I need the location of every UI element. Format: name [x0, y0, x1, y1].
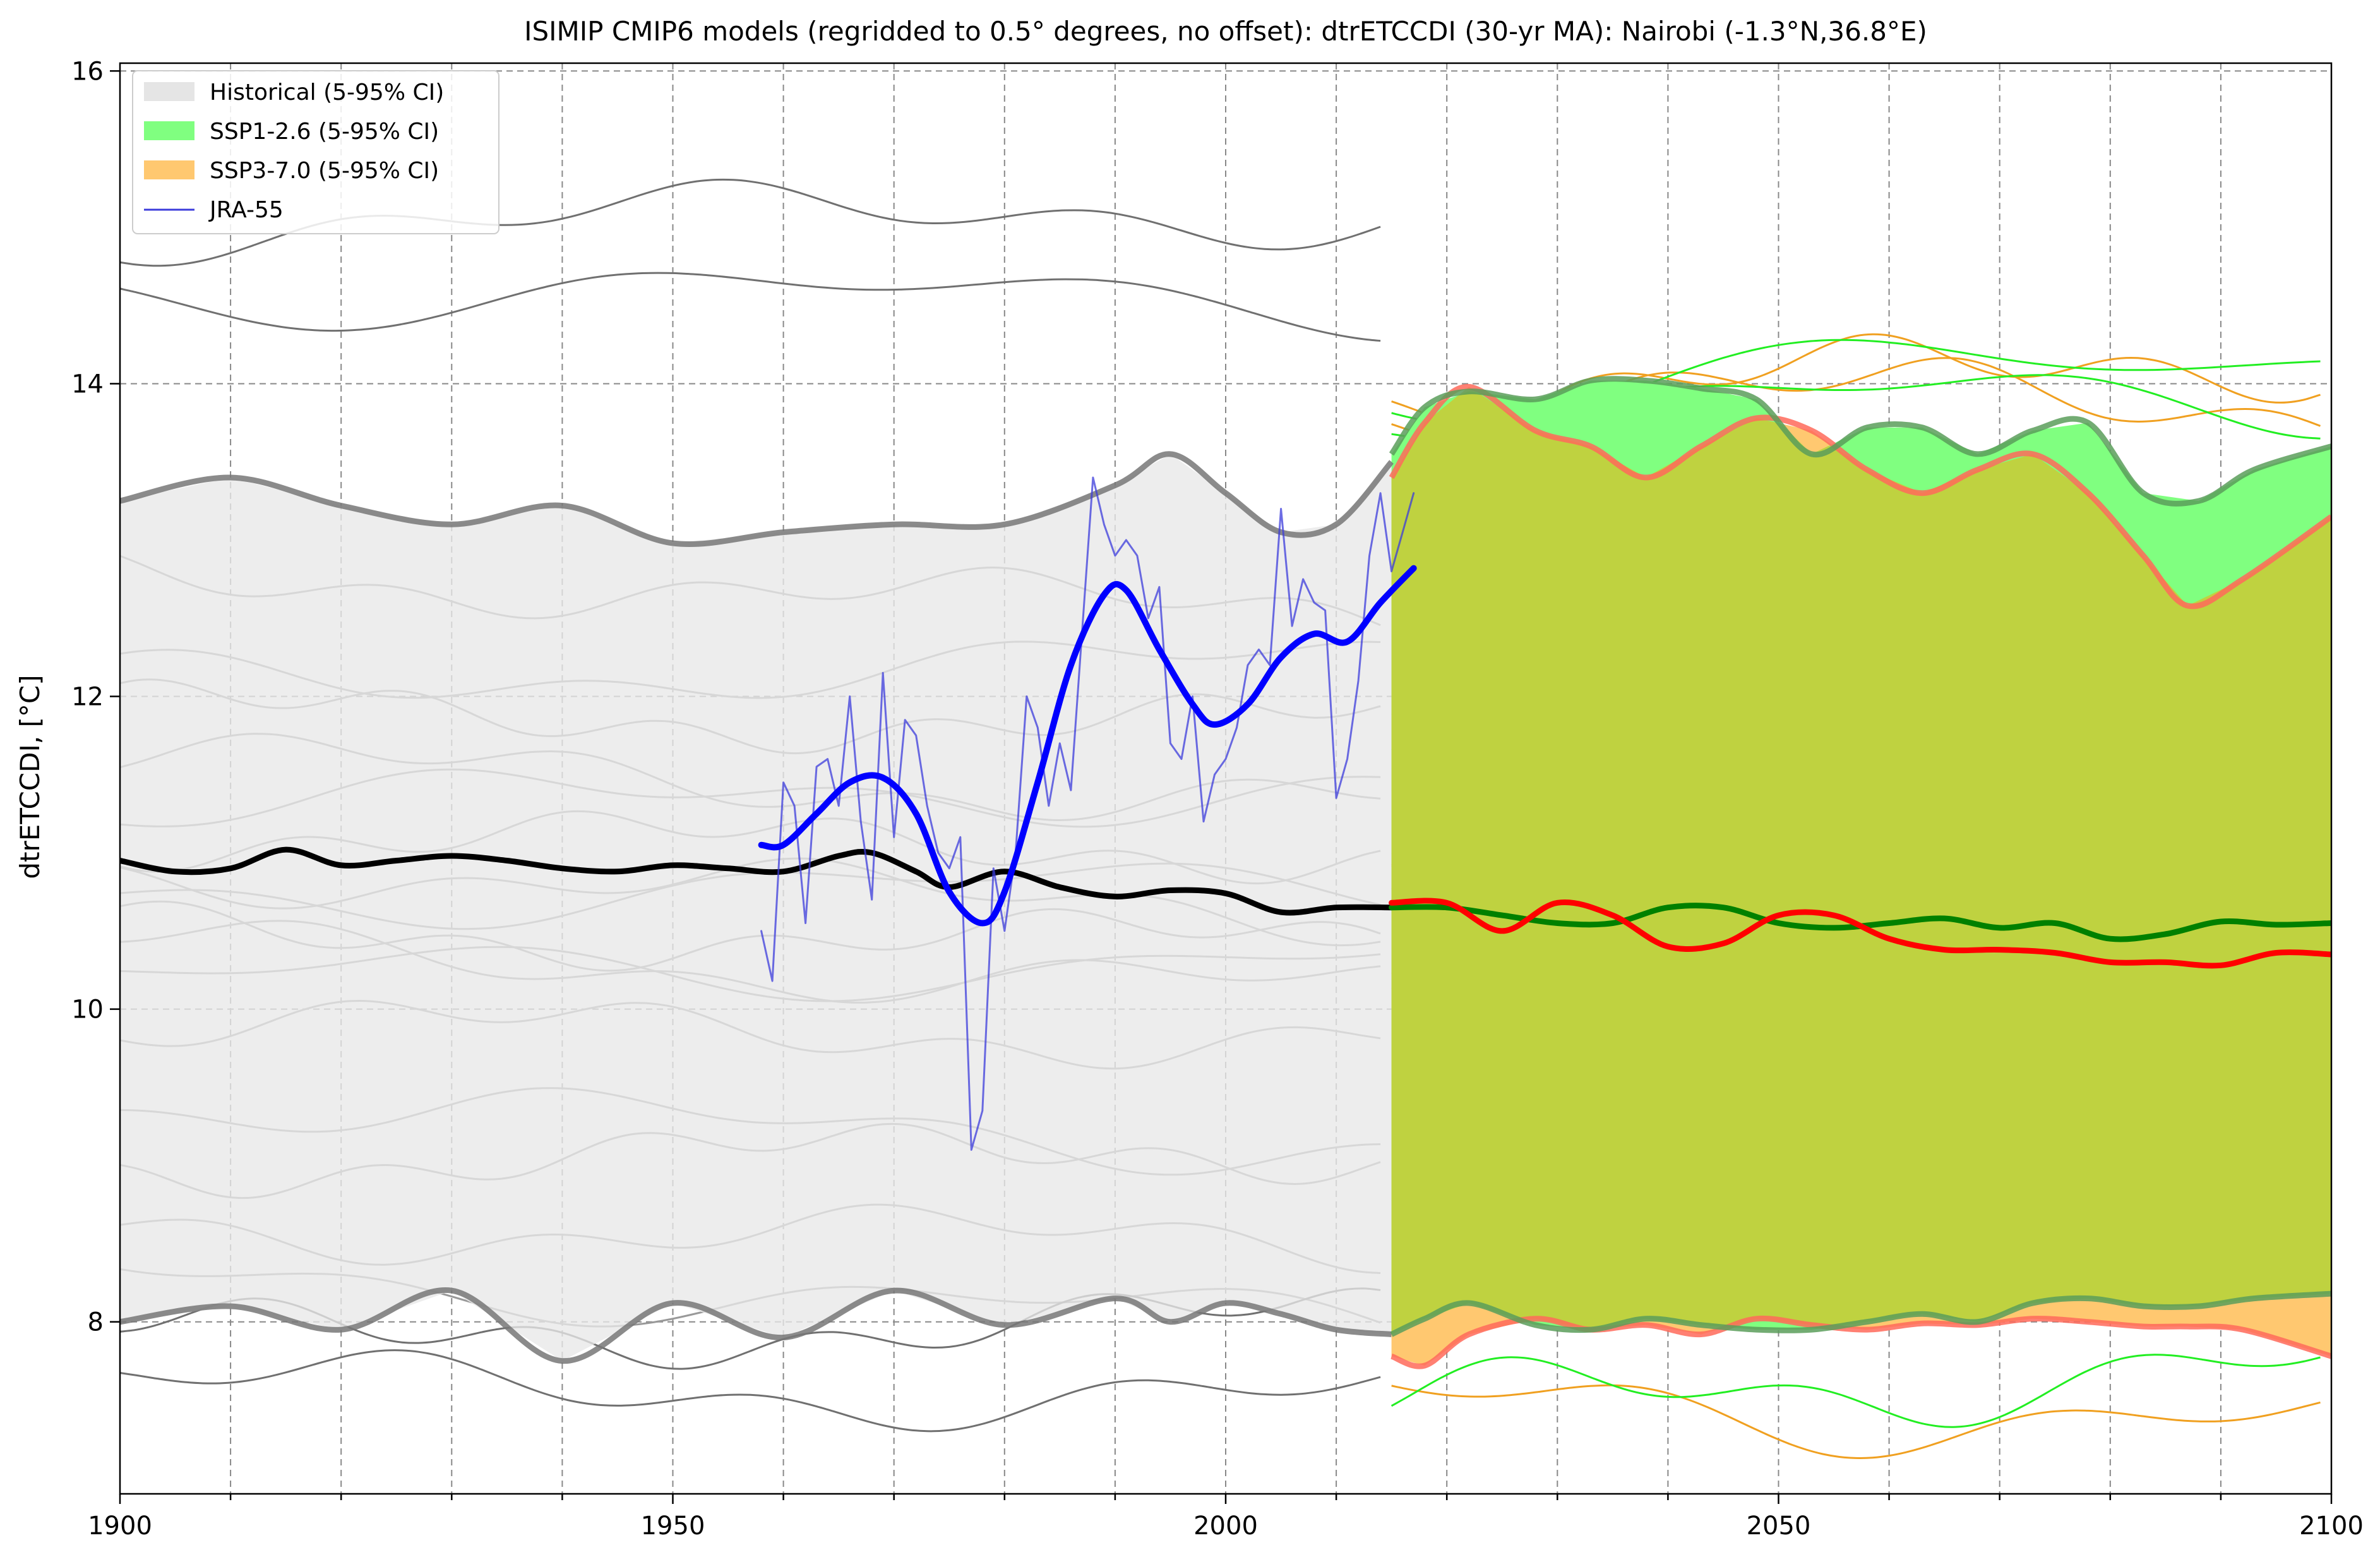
jra55-line — [760, 476, 1415, 1151]
historical-member-line — [120, 272, 1381, 342]
ssp370-median-line — [1389, 898, 2331, 969]
ssp370-member-line — [1391, 1384, 2321, 1459]
series-lines — [120, 476, 2331, 1151]
confidence-bands — [120, 376, 2331, 1369]
ssp126-band-upper-edge — [1389, 376, 2331, 507]
legend-box — [132, 70, 499, 234]
y-axis-label: dtrETCCDI, [°C] — [15, 675, 45, 879]
y-tick-label: 8 — [88, 1308, 104, 1337]
y-tick-label: 12 — [71, 683, 104, 712]
ssp126-band-lower-edge — [1390, 1290, 2331, 1337]
x-tick-label: 2000 — [1193, 1512, 1258, 1541]
y-tick-label: 14 — [71, 370, 104, 399]
historical-band-lower-edge — [120, 1287, 1392, 1364]
legend: Historical (5-95% CI) SSP1-2.6 (5-95% CI… — [132, 70, 499, 234]
ssp370-band-upper-edge — [1389, 383, 2331, 610]
plot-area: 1900 1950 2000 2050 2100 8 10 12 14 16 — [71, 57, 2364, 1541]
legend-swatch-ssp370 — [144, 160, 194, 179]
legend-label-jra55: JRA-55 — [208, 197, 284, 223]
x-tick-label: 2050 — [1747, 1512, 1811, 1541]
x-tick-label: 1900 — [88, 1512, 152, 1541]
ssp-overlap-band — [1391, 391, 2331, 1335]
y-tick-label: 10 — [71, 995, 104, 1025]
legend-label-ssp126: SSP1-2.6 (5-95% CI) — [210, 119, 439, 145]
legend-label-ssp370: SSP3-7.0 (5-95% CI) — [210, 158, 439, 184]
jra55-smoothed-line — [758, 565, 1417, 927]
historical-band-upper-edge — [120, 451, 1394, 548]
chart-title: ISIMIP CMIP6 models (regridded to 0.5° d… — [524, 16, 1927, 47]
y-tick-label: 16 — [71, 57, 104, 86]
axis-ticks: 1900 1950 2000 2050 2100 8 10 12 14 16 — [71, 57, 2364, 1541]
x-tick-label: 1950 — [641, 1512, 705, 1541]
legend-label-historical: Historical (5-95% CI) — [210, 80, 444, 105]
historical-median-line — [120, 846, 1395, 916]
historical-member-line — [120, 1349, 1381, 1433]
ssp370-band-lower-edge — [1390, 1315, 2331, 1369]
ssp126-member-line — [1390, 1354, 2321, 1428]
legend-swatch-historical — [144, 82, 194, 101]
historical-band — [120, 454, 1392, 1361]
x-tick-label: 2100 — [2299, 1512, 2364, 1541]
legend-swatch-ssp126 — [144, 121, 194, 140]
